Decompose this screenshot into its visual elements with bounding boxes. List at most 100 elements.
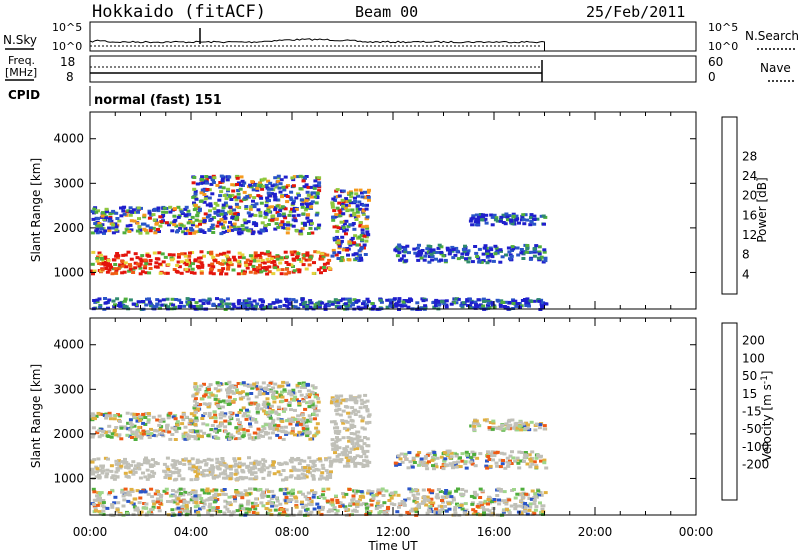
scatter-cell [365, 421, 370, 425]
scatter-cell [534, 505, 539, 509]
scatter-cell [198, 222, 202, 226]
scatter-cell [241, 227, 246, 231]
scatter-cell [358, 207, 363, 211]
scatter-cell [309, 201, 314, 205]
scatter-cell [276, 180, 281, 183]
scatter-cell [304, 202, 309, 206]
scatter-cell [207, 505, 212, 509]
scatter-cell [179, 415, 184, 419]
scatter-cell [253, 471, 258, 475]
scatter-cell [453, 506, 458, 509]
y-tick-label: 3000 [53, 176, 84, 190]
scatter-cell [330, 420, 334, 424]
scatter-cell [479, 260, 484, 264]
scatter-cell [237, 302, 242, 306]
scatter-cell [365, 399, 370, 403]
scatter-cell [487, 427, 492, 431]
scatter-cell [310, 200, 315, 204]
scatter-cell [253, 271, 258, 275]
scatter-cell [103, 263, 108, 267]
scatter-cell [280, 384, 285, 388]
scatter-cell [361, 502, 366, 506]
scatter-cell [417, 250, 422, 253]
scatter-cell [240, 435, 245, 439]
scatter-cell [119, 214, 124, 218]
scatter-cell [117, 459, 121, 463]
scatter-cell [153, 429, 157, 433]
scatter-cell [207, 297, 212, 301]
scatter-cell [204, 178, 209, 182]
scatter-cell [243, 221, 248, 225]
scatter-cell [108, 217, 112, 221]
scatter-cell [254, 420, 259, 424]
scatter-cell [532, 499, 537, 502]
scatter-cell [530, 450, 535, 454]
scatter-cell [175, 263, 180, 267]
scatter-cell [101, 429, 105, 433]
scatter-cell [476, 298, 481, 302]
scatter-cell [254, 385, 259, 388]
scatter-cell [457, 504, 461, 507]
scatter-cell [517, 493, 522, 497]
scatter-cell [521, 213, 526, 217]
scatter-cell [519, 248, 524, 251]
scatter-cell [532, 247, 537, 251]
scatter-cell [272, 183, 277, 187]
scatter-cell [283, 175, 288, 179]
scatter-cell [330, 205, 335, 209]
scatter-cell [490, 215, 495, 219]
scatter-cell [161, 303, 165, 307]
scatter-cell [284, 432, 289, 436]
scatter-cell [345, 445, 350, 449]
scatter-cell [522, 460, 526, 463]
scatter-cell [232, 195, 237, 199]
scatter-cell [501, 459, 505, 462]
scatter-cell [541, 214, 546, 218]
scatter-cell [389, 496, 394, 500]
freq-frame [89, 55, 697, 83]
scatter-cell [521, 495, 526, 499]
scatter-cell [195, 213, 200, 217]
scatter-cell [265, 512, 270, 515]
scatter-cell [136, 464, 141, 468]
scatter-cell [265, 209, 269, 213]
scatter-cell [507, 300, 512, 304]
scatter-cell [227, 380, 232, 384]
scatter-cell [133, 470, 138, 474]
scatter-cell [330, 254, 335, 258]
scatter-cell [92, 207, 97, 211]
scatter-cell [347, 298, 352, 302]
scatter-cell [122, 212, 127, 216]
scatter-cell [363, 303, 368, 307]
scatter-cell [161, 429, 166, 433]
scatter-cell [379, 504, 384, 508]
scatter-cell [431, 501, 436, 505]
scatter-cell [295, 256, 299, 259]
scatter-cell [194, 435, 198, 439]
scatter-cell [298, 422, 303, 426]
scatter-cell [469, 494, 474, 498]
scatter-cell [292, 398, 296, 402]
scatter-cell [476, 222, 481, 226]
scatter-cell [189, 412, 194, 416]
scatter-cell [226, 256, 231, 260]
scatter-cell [332, 236, 337, 240]
scatter-cell [133, 261, 138, 265]
scatter-cell [336, 401, 341, 405]
scatter-cell [357, 394, 362, 398]
scatter-cell [405, 510, 410, 514]
scatter-cell [125, 228, 130, 232]
scatter-cell [387, 298, 392, 302]
scatter-cell [194, 402, 199, 405]
scatter-cell [430, 258, 435, 262]
scatter-cell [113, 495, 118, 499]
scatter-cell [278, 473, 283, 477]
scatter-cell [177, 468, 182, 472]
scatter-cell [115, 297, 120, 301]
scatter-cell [430, 491, 434, 495]
scatter-cell [397, 505, 401, 509]
scatter-cell [322, 252, 327, 256]
scatter-cell [296, 252, 301, 256]
scatter-cell [509, 504, 514, 508]
scatter-cell [291, 178, 296, 182]
